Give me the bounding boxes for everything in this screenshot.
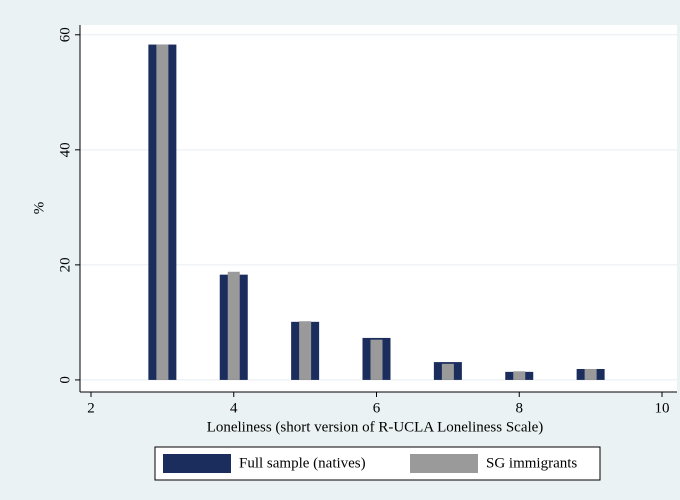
bar [584, 368, 597, 380]
bar [156, 44, 169, 380]
legend: Full sample (natives) SG immigrants [154, 446, 601, 481]
bar [299, 321, 312, 380]
bar [370, 339, 383, 380]
legend-swatch [410, 454, 478, 473]
legend-label: Full sample (natives) [239, 455, 366, 471]
y-tick-label: 40 [57, 142, 73, 157]
y-tick-label: 60 [57, 27, 73, 42]
bar [227, 271, 240, 380]
bar [513, 371, 526, 380]
x-tick-label: 4 [230, 400, 238, 416]
x-tick-label: 6 [373, 400, 381, 416]
legend-swatch [163, 454, 231, 473]
plot-area [80, 25, 677, 392]
y-tick-label: 20 [57, 257, 73, 272]
bar [441, 363, 454, 380]
x-tick-label: 10 [655, 400, 670, 416]
y-tick-label: 0 [57, 376, 73, 384]
x-axis-label: Loneliness (short version of R-UCLA Lone… [207, 419, 544, 435]
legend-label: SG immigrants [486, 455, 577, 471]
y-axis-label: % [31, 202, 47, 215]
x-tick-label: 2 [87, 400, 95, 416]
x-tick-label: 8 [516, 400, 524, 416]
